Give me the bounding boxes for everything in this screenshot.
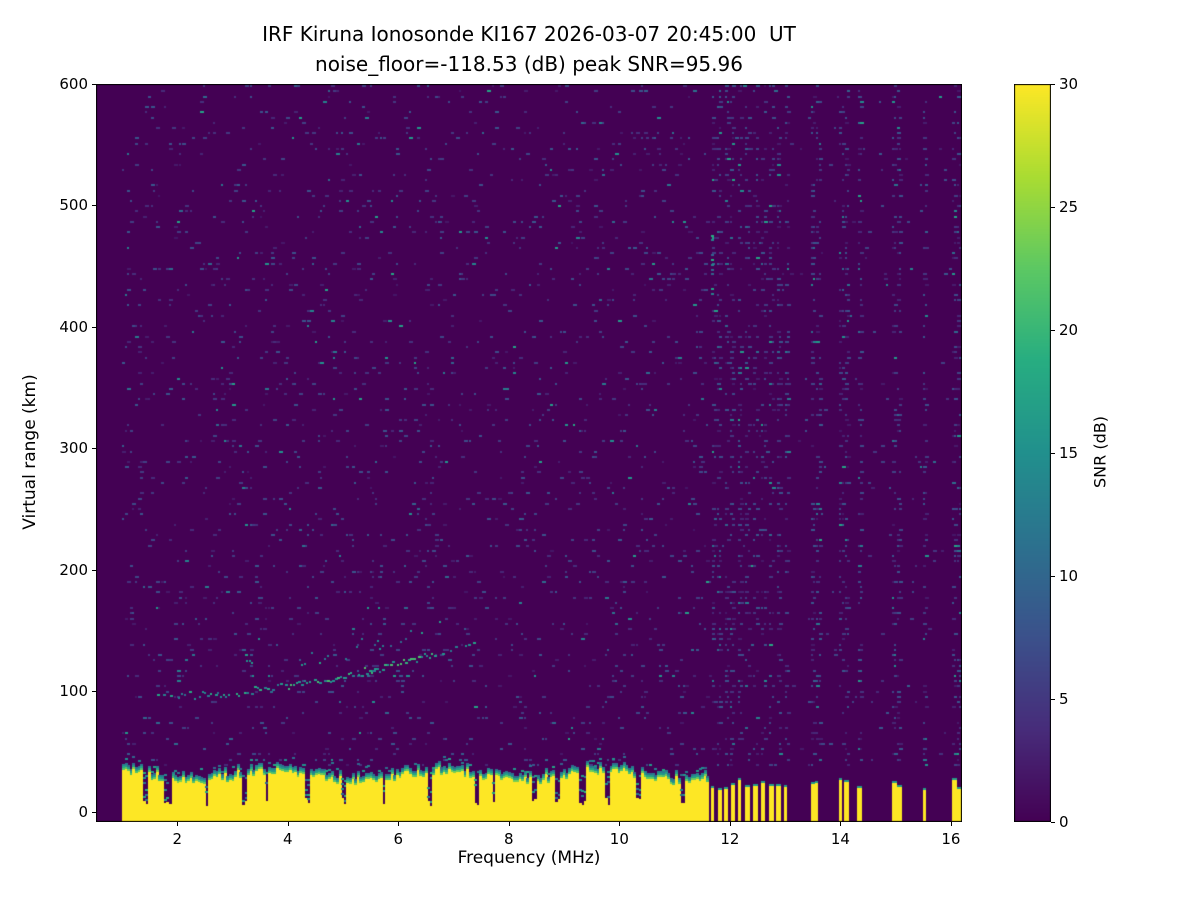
x-tick-label: 14	[830, 830, 850, 848]
x-tick-mark	[950, 822, 952, 826]
x-tick-mark	[508, 822, 510, 826]
colorbar-tick-label: 15	[1059, 444, 1079, 462]
chart-subtitle: noise_floor=-118.53 (dB) peak SNR=95.96	[315, 52, 743, 76]
y-tick-label: 100	[59, 681, 88, 700]
y-tick-label: 0	[78, 803, 88, 822]
colorbar-tick-mark	[1051, 576, 1055, 577]
colorbar-label: SNR (dB)	[1090, 416, 1110, 488]
colorbar-tick-label: 30	[1059, 75, 1079, 93]
x-tick-label: 16	[941, 830, 961, 848]
y-tick-mark	[92, 84, 96, 85]
y-tick-mark	[92, 326, 96, 328]
x-tick-mark	[177, 822, 179, 826]
y-tick-label: 200	[59, 560, 88, 579]
x-tick-mark	[840, 822, 842, 826]
colorbar-tick-mark	[1051, 84, 1055, 85]
x-tick-label: 10	[609, 830, 629, 848]
x-axis-label: Frequency (MHz)	[457, 848, 601, 868]
x-tick-label: 12	[720, 830, 740, 848]
x-tick-label: 4	[282, 830, 293, 848]
y-tick-label: 500	[59, 196, 88, 215]
colorbar-tick-mark	[1051, 330, 1055, 331]
colorbar-tick-label: 20	[1059, 321, 1079, 339]
ionogram-heatmap-canvas	[96, 84, 962, 822]
colorbar-tick-mark	[1051, 699, 1055, 700]
y-tick-mark	[92, 812, 96, 814]
colorbar-tick-mark	[1051, 822, 1055, 823]
x-tick-mark	[287, 822, 289, 826]
x-tick-label: 8	[504, 830, 514, 848]
y-tick-mark	[92, 448, 96, 450]
colorbar-tick-mark	[1051, 453, 1055, 454]
colorbar-tick-label: 0	[1059, 813, 1069, 831]
chart-title: IRF Kiruna Ionosonde KI167 2026-03-07 20…	[262, 22, 796, 46]
x-tick-mark	[729, 822, 731, 826]
y-tick-label: 300	[59, 439, 88, 458]
x-tick-mark	[619, 822, 621, 826]
x-tick-label: 6	[393, 830, 404, 848]
y-tick-label: 600	[59, 75, 88, 93]
y-tick-label: 400	[59, 317, 88, 336]
colorbar-canvas	[1014, 84, 1051, 822]
y-tick-mark	[92, 690, 96, 692]
y-tick-mark	[92, 569, 96, 571]
y-tick-mark	[92, 205, 96, 207]
x-tick-mark	[398, 822, 400, 826]
colorbar-tick-label: 25	[1059, 198, 1079, 216]
colorbar-tick-mark	[1051, 207, 1055, 208]
colorbar-tick-label: 10	[1059, 567, 1079, 585]
x-tick-label: 2	[172, 830, 183, 848]
colorbar-tick-label: 5	[1059, 690, 1069, 708]
